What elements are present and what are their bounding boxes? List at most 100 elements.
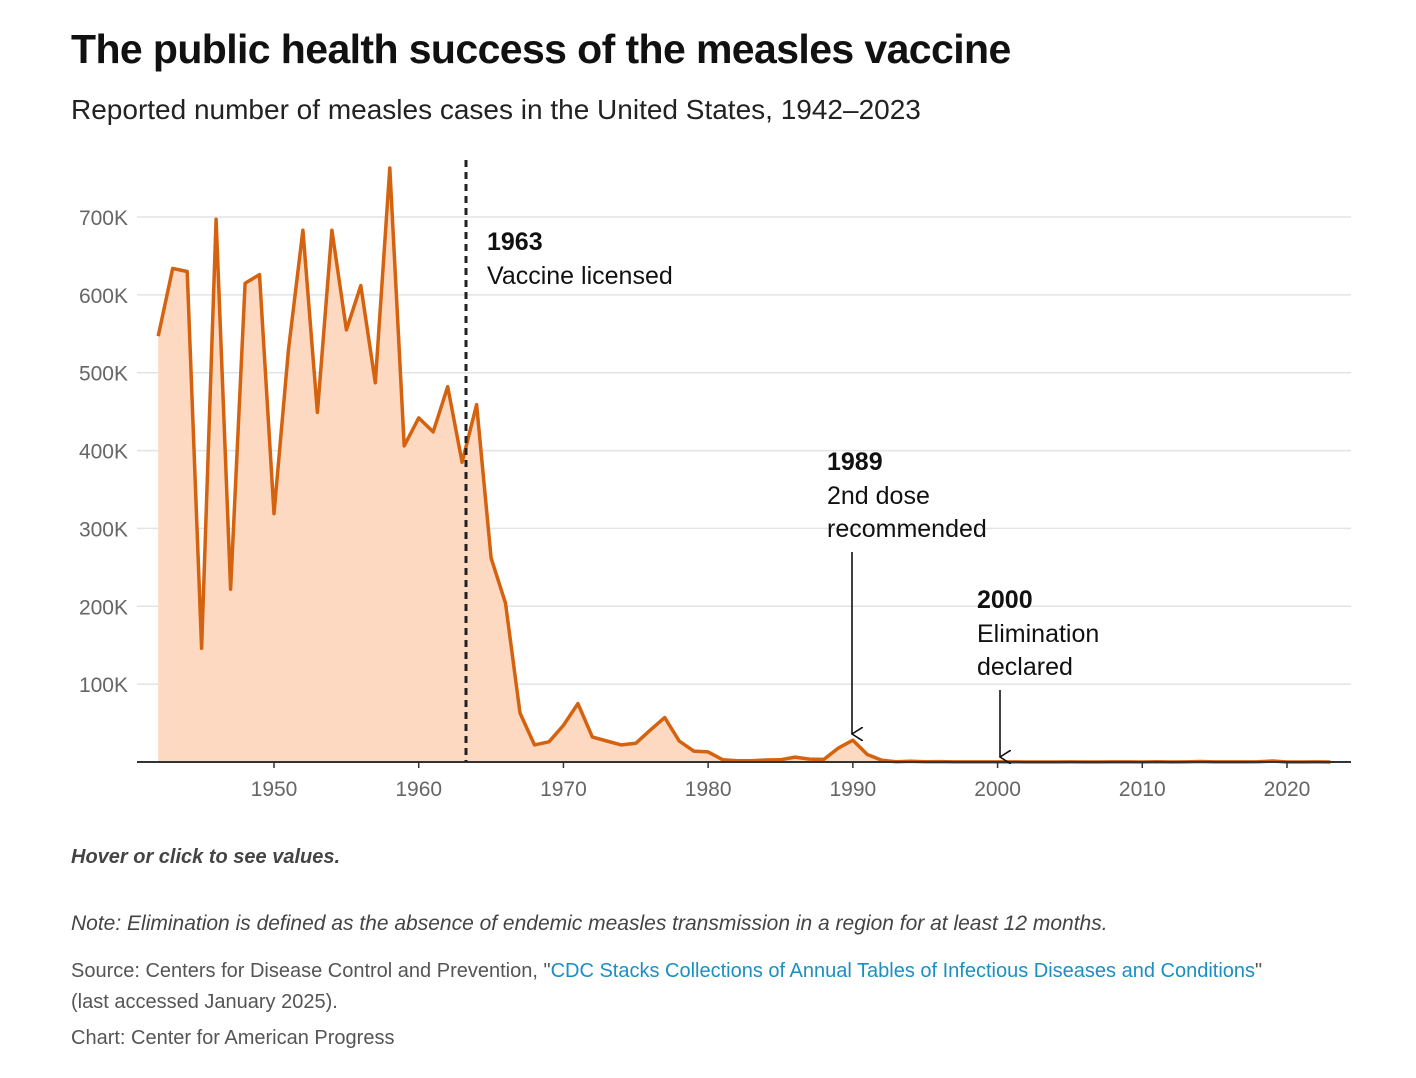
- data-point[interactable]: 1951: 530000: [283, 344, 293, 354]
- x-tick-label: 1960: [395, 778, 442, 801]
- data-point[interactable]: 1996: 508: [935, 757, 945, 767]
- data-point[interactable]: 2012: 55: [1166, 757, 1176, 767]
- data-point[interactable]: 1984: 2600: [761, 755, 771, 765]
- data-point[interactable]: 1960: 442000: [414, 413, 424, 423]
- data-point[interactable]: 1945: 146000: [197, 643, 207, 653]
- data-point[interactable]: 1981: 3000: [718, 755, 728, 765]
- data-point[interactable]: 1999: 100: [978, 757, 988, 767]
- data-point[interactable]: 1997: 138: [949, 757, 959, 767]
- data-point[interactable]: 2003: 56: [1036, 757, 1046, 767]
- data-point[interactable]: 1975: 24000: [631, 738, 641, 748]
- data-point[interactable]: 2010: 63: [1137, 757, 1147, 767]
- data-point[interactable]: 2004: 37: [1050, 757, 1060, 767]
- y-tick-label: 500K: [79, 363, 128, 386]
- data-point[interactable]: 2007: 43: [1094, 757, 1104, 767]
- data-point[interactable]: 1968: 22000: [529, 740, 539, 750]
- data-point[interactable]: 2016: 86: [1224, 757, 1234, 767]
- data-point[interactable]: 2015: 188: [1210, 757, 1220, 767]
- data-point[interactable]: 1942: 547000: [153, 331, 163, 341]
- data-point[interactable]: 1953: 449000: [312, 407, 322, 417]
- data-point[interactable]: 1964: 459000: [472, 400, 482, 410]
- data-point[interactable]: 1977: 57000: [660, 713, 670, 723]
- data-point[interactable]: 1976: 41000: [645, 725, 655, 735]
- x-tick-label: 1980: [685, 778, 732, 801]
- data-point[interactable]: 1983: 1500: [747, 756, 757, 766]
- data-point[interactable]: 2017: 120: [1239, 757, 1249, 767]
- data-point[interactable]: 2018: 375: [1253, 757, 1263, 767]
- data-point[interactable]: 1987: 3700: [804, 754, 814, 764]
- data-point[interactable]: 2020: 13: [1282, 757, 1292, 767]
- area-fill: [158, 168, 1331, 762]
- x-tick-label: 1950: [251, 778, 298, 801]
- data-point[interactable]: 1955: 555000: [341, 325, 351, 335]
- data-point[interactable]: 1971: 75000: [573, 699, 583, 709]
- measles-area-chart[interactable]: 100K 200K 300K 400K 500K 600K 700K 1950 1960 197…: [0, 0, 1416, 830]
- data-point[interactable]: 1990: 28000: [848, 735, 858, 745]
- data-point[interactable]: 2002: 44: [1022, 757, 1032, 767]
- data-point[interactable]: 2014: 667: [1195, 756, 1205, 766]
- data-point[interactable]: 1998: 100: [964, 757, 974, 767]
- data-point[interactable]: 2013: 187: [1181, 757, 1191, 767]
- data-point[interactable]: 1974: 22000: [616, 740, 626, 750]
- data-point[interactable]: 1944: 630000: [182, 267, 192, 277]
- data-point[interactable]: 1947: 222000: [226, 584, 236, 594]
- data-point[interactable]: 1979: 14000: [689, 746, 699, 756]
- data-point[interactable]: 2022: 121: [1311, 757, 1321, 767]
- data-point[interactable]: 1972: 32000: [587, 732, 597, 742]
- annotation-1989-year: 1989: [827, 448, 883, 476]
- data-point[interactable]: 2008: 140: [1108, 757, 1118, 767]
- x-tick-label: 2010: [1119, 778, 1166, 801]
- data-point[interactable]: 2021: 49: [1296, 757, 1306, 767]
- chart-title: The public health success of the measles…: [71, 26, 1011, 72]
- x-tick-label: 2000: [974, 778, 1021, 801]
- data-point[interactable]: 1973: 27000: [602, 736, 612, 746]
- data-point[interactable]: 1961: 424000: [428, 427, 438, 437]
- data-point[interactable]: 1992: 2200: [877, 755, 887, 765]
- data-point[interactable]: 2005: 66: [1065, 757, 1075, 767]
- source-line: Source: Centers for Disease Control and …: [71, 956, 1291, 1018]
- data-point[interactable]: 1949: 626000: [255, 270, 265, 280]
- data-point[interactable]: 2023: 59: [1325, 757, 1335, 767]
- data-area: [156, 166, 1331, 764]
- data-point[interactable]: 1959: 406000: [399, 441, 409, 451]
- data-point[interactable]: 1980: 13000: [703, 747, 713, 757]
- data-point[interactable]: 1956: 612000: [356, 281, 366, 291]
- footnote: Note: Elimination is defined as the abse…: [71, 912, 1108, 935]
- data-point[interactable]: 2006: 55: [1079, 757, 1089, 767]
- data-point[interactable]: 1982: 1700: [732, 756, 742, 766]
- data-point[interactable]: 1950: 319000: [269, 509, 279, 519]
- data-point[interactable]: 1965: 262000: [486, 553, 496, 563]
- data-point[interactable]: 2011: 220: [1152, 757, 1162, 767]
- data-point[interactable]: 1995: 309: [920, 757, 930, 767]
- data-point[interactable]: 2001: 116: [1007, 757, 1017, 767]
- data-point[interactable]: 1993: 312: [891, 757, 901, 767]
- data-point[interactable]: 1962: 482000: [443, 382, 453, 392]
- data-point[interactable]: 1948: 615000: [240, 278, 250, 288]
- data-point[interactable]: 1988: 3400: [819, 754, 829, 764]
- data-point[interactable]: 1994: 963: [906, 756, 916, 766]
- source-link[interactable]: CDC Stacks Collections of Annual Tables …: [550, 960, 1256, 982]
- x-tick-label: 1990: [829, 778, 876, 801]
- data-point[interactable]: 1986: 6300: [790, 752, 800, 762]
- data-point[interactable]: 1967: 63000: [515, 708, 525, 718]
- data-point[interactable]: 1966: 204000: [501, 598, 511, 608]
- annotation-2000-year: 2000: [977, 586, 1033, 614]
- x-tick-label: 1970: [540, 778, 587, 801]
- data-point[interactable]: 2009: 71: [1123, 757, 1133, 767]
- data-point[interactable]: 1954: 683000: [327, 225, 337, 235]
- data-point[interactable]: 1957: 487000: [370, 378, 380, 388]
- data-point[interactable]: 1946: 697000: [211, 214, 221, 224]
- data-point[interactable]: 1958: 763000: [385, 163, 395, 173]
- data-point[interactable]: 1943: 634000: [168, 263, 178, 273]
- data-point[interactable]: 2000: 86: [993, 757, 1003, 767]
- y-tick-label: 200K: [79, 596, 128, 619]
- data-point[interactable]: 1985: 2800: [776, 755, 786, 765]
- annotation-1963-text: Vaccine licensed: [487, 262, 673, 290]
- data-point[interactable]: 1969: 26000: [544, 737, 554, 747]
- data-point[interactable]: 1978: 27000: [674, 736, 684, 746]
- data-point[interactable]: 1991: 9600: [862, 750, 872, 760]
- data-point[interactable]: 1970: 47000: [558, 720, 568, 730]
- data-point[interactable]: 1952: 683000: [298, 225, 308, 235]
- data-point[interactable]: 1989: 18000: [833, 743, 843, 753]
